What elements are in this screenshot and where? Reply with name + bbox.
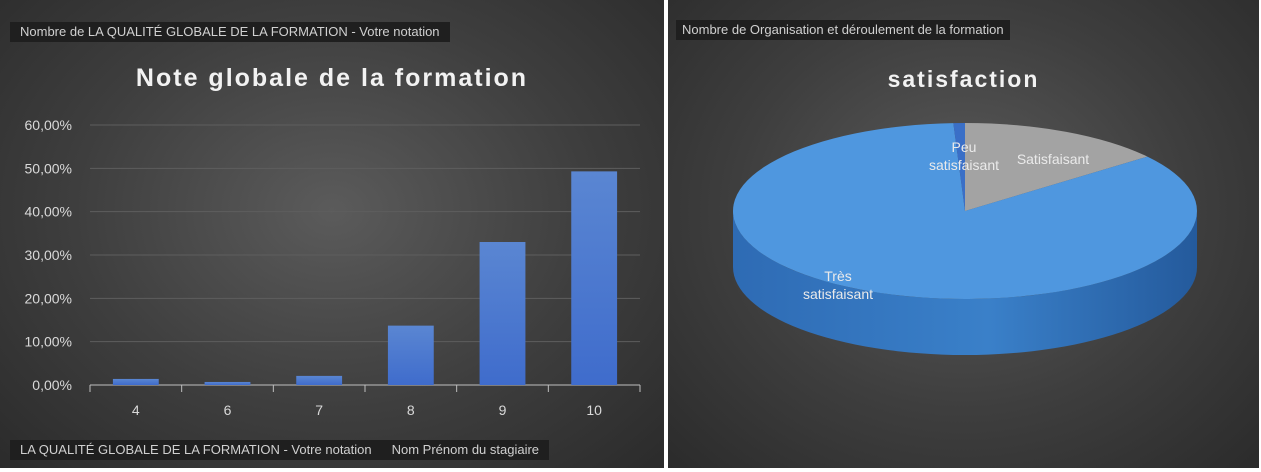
bar-7[interactable] <box>296 375 343 385</box>
x-tick-label: 7 <box>315 402 323 418</box>
x-tick-label: 4 <box>132 402 140 418</box>
axis-field-button-notation[interactable]: LA QUALITÉ GLOBALE DE LA FORMATION - Vot… <box>10 440 382 460</box>
pie-label: Très satisfaisant <box>803 268 873 302</box>
pie-slice-satisfaisant[interactable] <box>965 123 1148 211</box>
bar-4[interactable] <box>112 378 159 385</box>
pie-label: Peu satisfaisant <box>929 139 999 173</box>
x-tick-label: 6 <box>224 402 232 418</box>
pie-slice-peu-satisfaisant[interactable] <box>953 123 965 211</box>
bar-9[interactable] <box>479 242 526 385</box>
x-tick-label: 9 <box>499 402 507 418</box>
value-field-button[interactable]: Nombre de LA QUALITÉ GLOBALE DE LA FORMA… <box>10 22 450 42</box>
y-tick-label: 10,00% <box>25 334 72 350</box>
bar-8[interactable] <box>387 325 434 385</box>
y-tick-label: 30,00% <box>25 247 72 263</box>
pie-chart-title: satisfaction <box>887 66 1040 92</box>
bar-6[interactable] <box>204 381 251 385</box>
pie-side-wall <box>733 211 1197 355</box>
bar-chart-plot: 0,00% 10,00% 20,00% 30,00% 40,00% 50,00% 60,00… <box>25 117 641 418</box>
pie-value-field-button[interactable]: Nombre de Organisation et déroulement de… <box>676 20 1010 40</box>
x-tick-label: 10 <box>586 402 602 418</box>
bar-chart-panel: Nombre de LA QUALITÉ GLOBALE DE LA FORMA… <box>0 0 664 468</box>
pie-chart-panel: Nombre de Organisation et déroulement de… <box>668 0 1259 468</box>
bar-10[interactable] <box>571 171 618 385</box>
y-tick-label: 20,00% <box>25 290 72 306</box>
y-tick-label: 60,00% <box>25 117 72 133</box>
axis-field-row: LA QUALITÉ GLOBALE DE LA FORMATION - Vot… <box>10 440 550 460</box>
y-tick-label: 50,00% <box>25 160 72 176</box>
x-tick-label: 8 <box>407 402 415 418</box>
y-tick-label: 0,00% <box>32 377 72 393</box>
pie-slice-tres-satisfaisant[interactable] <box>733 123 1197 299</box>
axis-field-button-stagiaire[interactable]: Nom Prénom du stagiaire <box>381 440 550 460</box>
y-tick-label: 40,00% <box>25 204 72 220</box>
pie-label: Satisfaisant <box>1017 151 1089 167</box>
bar-chart-title: Note globale de la formation <box>135 64 529 92</box>
pie-chart-plot: Satisfaisant Très satisfaisant Peu satisfais… <box>733 123 1197 355</box>
